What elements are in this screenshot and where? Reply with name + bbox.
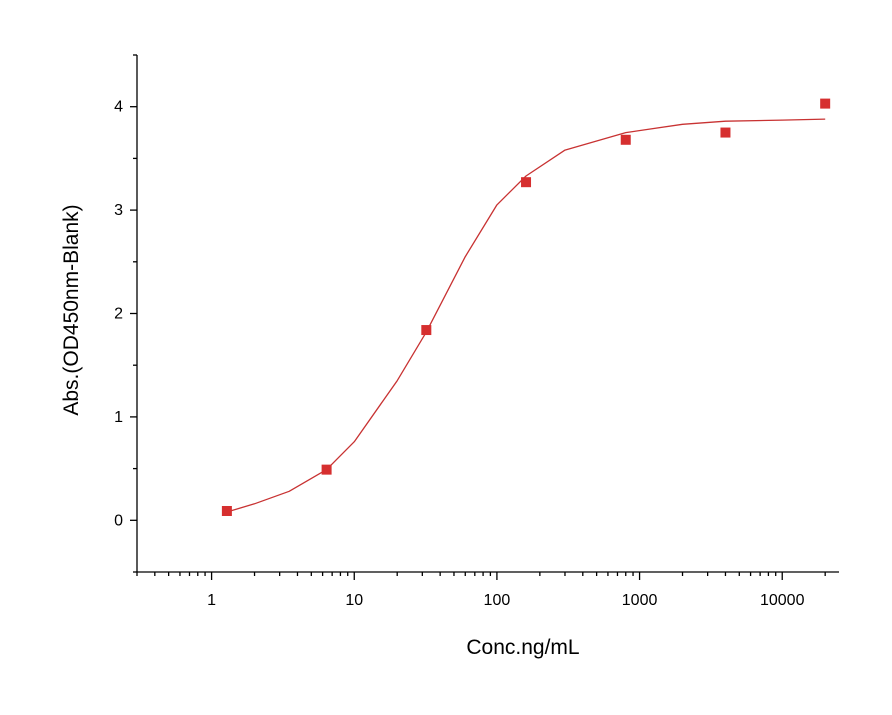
data-points (221, 98, 831, 516)
fit-curve (226, 118, 826, 513)
data-point (321, 464, 332, 475)
y-axis-title: Abs.(OD450nm-Blank) (60, 204, 83, 415)
y-tick-label: 2 (114, 306, 123, 323)
y-tick-label: 4 (114, 99, 123, 116)
x-tick-label: 1000 (622, 592, 658, 609)
data-point (720, 127, 731, 138)
y-tick-label: 0 (114, 512, 123, 529)
x-tick-label: 10000 (760, 592, 805, 609)
data-point (820, 98, 831, 109)
y-tick-label: 3 (114, 202, 123, 219)
x-tick-label: 100 (484, 592, 511, 609)
x-ticks (136, 572, 826, 580)
y-tick-labels: 0 1 2 3 4 (114, 99, 123, 530)
x-axis-title: Conc.ng/mL (466, 636, 579, 659)
x-tick-labels: 1 10 100 1000 10000 (207, 592, 804, 609)
fit-curve-line (226, 118, 826, 513)
data-point (221, 505, 232, 516)
data-point (521, 177, 532, 188)
x-tick-label: 10 (345, 592, 363, 609)
y-tick-label: 1 (114, 409, 123, 426)
data-point (421, 325, 432, 336)
y-ticks (130, 54, 137, 573)
data-point (620, 134, 631, 145)
x-tick-label: 1 (207, 592, 216, 609)
axes (136, 55, 839, 573)
